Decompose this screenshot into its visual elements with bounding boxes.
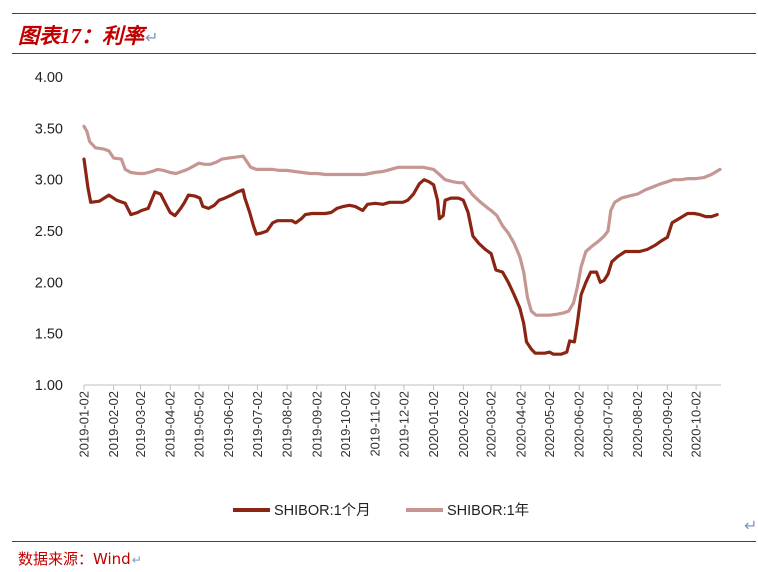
x-axis: 2019-01-02 2019-02-02 2019-03-02 2019-04-02… (77, 384, 721, 458)
title-rule (12, 53, 756, 54)
line-chart: 1.001.502.002.503.003.504.00 2019-01-02 2… (35, 70, 722, 519)
return-arrow-icon: ↵ (744, 516, 758, 535)
x-tick-label: 2019-12-02 (396, 391, 411, 458)
x-tick-label: 2020-06-02 (572, 391, 587, 458)
series-layer (82, 124, 722, 356)
y-tick-label: 1.50 (35, 327, 63, 343)
y-tick-label: 2.50 (35, 224, 63, 240)
x-tick-label: 2019-06-02 (221, 391, 236, 458)
x-tick-label: 2019-02-02 (106, 391, 121, 458)
x-tick-label: 2019-08-02 (280, 391, 295, 458)
y-tick-label: 3.50 (35, 121, 63, 137)
source-rule (12, 541, 756, 542)
top-rule (12, 13, 756, 14)
x-tick-label: 2020-01-02 (426, 391, 441, 458)
source-return-mark-icon: ↵ (131, 553, 142, 567)
y-axis-labels: 1.00 1.50 2.00 2.50 3.00 3.50 4.00 (35, 70, 63, 394)
x-tick-label: 2019-09-02 (309, 391, 324, 458)
source-text: 数据来源：Wind (18, 550, 131, 568)
legend: SHIBOR:1个月 SHIBOR:1年 (233, 502, 529, 519)
x-tick-label: 2020-05-02 (542, 391, 557, 458)
figure-title-text: 图表17：利率 (18, 24, 144, 48)
y-tick-label: 2.00 (35, 275, 63, 291)
figure-title: 图表17：利率↵ (18, 20, 158, 50)
x-tick-label: 2020-04-02 (513, 391, 528, 458)
x-tick-label: 2020-07-02 (600, 391, 615, 458)
x-tick-label: 2019-03-02 (133, 391, 148, 458)
series-line-shibor-1m (82, 157, 719, 356)
series-line-shibor-1y (82, 124, 722, 317)
source-note: 数据来源：Wind↵ (18, 548, 142, 569)
legend-label: SHIBOR:1年 (447, 502, 529, 519)
legend-label: SHIBOR:1个月 (274, 502, 371, 519)
x-tick-label: 2019-07-02 (250, 391, 265, 458)
y-tick-label: 1.00 (35, 378, 63, 394)
y-tick-label: 3.00 (35, 173, 63, 189)
y-tick-label: 4.00 (35, 70, 63, 86)
return-mark-icon: ↵ (145, 28, 159, 47)
x-tick-label: 2020-02-02 (456, 391, 471, 458)
x-tick-label: 2020-08-02 (630, 391, 645, 458)
x-tick-label: 2020-10-02 (689, 391, 704, 458)
x-tick-label: 2019-11-02 (368, 391, 383, 457)
x-tick-label: 2019-04-02 (163, 391, 178, 458)
x-tick-label: 2019-01-02 (77, 391, 92, 458)
x-tick-label: 2019-10-02 (338, 391, 353, 458)
x-tick-label: 2020-03-02 (484, 391, 499, 458)
x-tick-label: 2019-05-02 (191, 391, 206, 458)
x-tick-label: 2020-09-02 (660, 391, 675, 458)
